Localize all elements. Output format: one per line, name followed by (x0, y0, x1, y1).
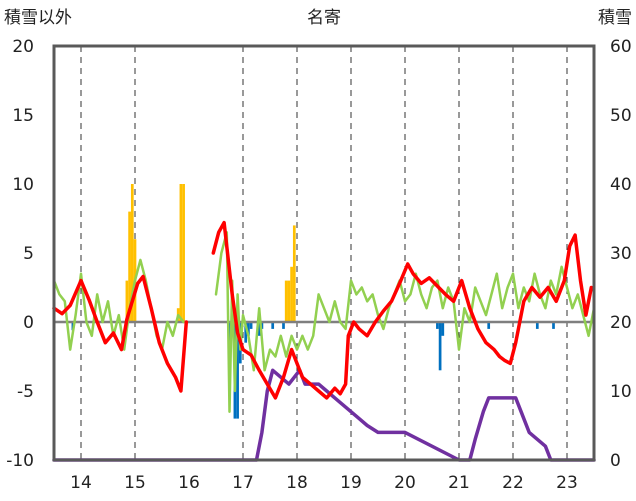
orange-bar (125, 280, 129, 322)
left-y-tick-label: -5 (17, 382, 34, 402)
orange-bar (292, 225, 296, 322)
data-gap (186, 46, 214, 460)
orange-bar (179, 184, 183, 322)
left-axis-label: 積雪以外 (4, 8, 72, 28)
blue-bar (244, 322, 248, 343)
x-tick-labels: 14 15 16 17 18 19 20 21 22 23 (70, 473, 578, 493)
right-y-tick-label: 60 (610, 37, 632, 57)
blue-bar (436, 322, 439, 329)
x-tick-label: 23 (556, 473, 578, 493)
right-y-tick-label: 0 (610, 451, 621, 471)
orange-bar (290, 266, 293, 322)
blue-bar (236, 322, 239, 419)
orange-bar (130, 184, 134, 322)
orange-bar (287, 280, 291, 322)
blue-bar (438, 322, 442, 371)
chart-title: 名寄 (307, 8, 341, 28)
x-tick-label: 16 (178, 473, 200, 493)
temperature-series (52, 220, 594, 400)
left-y-tick-label: 5 (23, 244, 34, 264)
orange-bar (128, 211, 131, 322)
x-tick-label: 14 (70, 473, 92, 493)
x-tick-label: 18 (286, 473, 308, 493)
right-y-tick-label: 30 (610, 244, 632, 264)
right-y-tick-labels: 60 50 40 30 20 10 0 (610, 37, 632, 471)
blue-bar (552, 322, 555, 329)
data-gaps (186, 46, 214, 460)
orange-bar (182, 184, 185, 322)
blue-bar (282, 322, 285, 329)
plot-frame (52, 44, 596, 462)
left-y-tick-labels: 20 15 10 5 0 -5 -10 (6, 37, 34, 471)
x-tick-label: 20 (394, 473, 416, 493)
left-y-tick-label: -10 (6, 451, 34, 471)
snow-depth-series (52, 368, 596, 462)
x-tick-label: 17 (232, 473, 254, 493)
right-y-tick-label: 10 (610, 382, 632, 402)
blue-bar (257, 322, 261, 336)
right-y-tick-label: 40 (610, 175, 632, 195)
x-tick-label: 22 (502, 473, 524, 493)
plot-area (54, 46, 594, 460)
right-axis-label: 積雪 (598, 8, 632, 28)
right-y-tick-label: 20 (610, 313, 632, 333)
blue-bar (271, 322, 275, 329)
right-y-tick-label: 50 (610, 106, 632, 126)
left-y-tick-label: 15 (12, 106, 34, 126)
plot-background (54, 46, 594, 460)
left-y-tick-label: 0 (23, 313, 34, 333)
blue-bar (535, 322, 539, 329)
x-tick-label: 15 (124, 473, 146, 493)
left-y-tick-label: 20 (12, 37, 34, 57)
series-lines (52, 220, 596, 462)
blue-bar (247, 322, 250, 336)
left-y-tick-label: 10 (12, 175, 34, 195)
blue-bar (441, 322, 445, 336)
x-tick-label: 21 (448, 473, 470, 493)
blue-bar (487, 322, 491, 329)
orange-bar (284, 280, 288, 322)
blue-bar (249, 322, 253, 329)
x-tick-label: 19 (340, 473, 362, 493)
